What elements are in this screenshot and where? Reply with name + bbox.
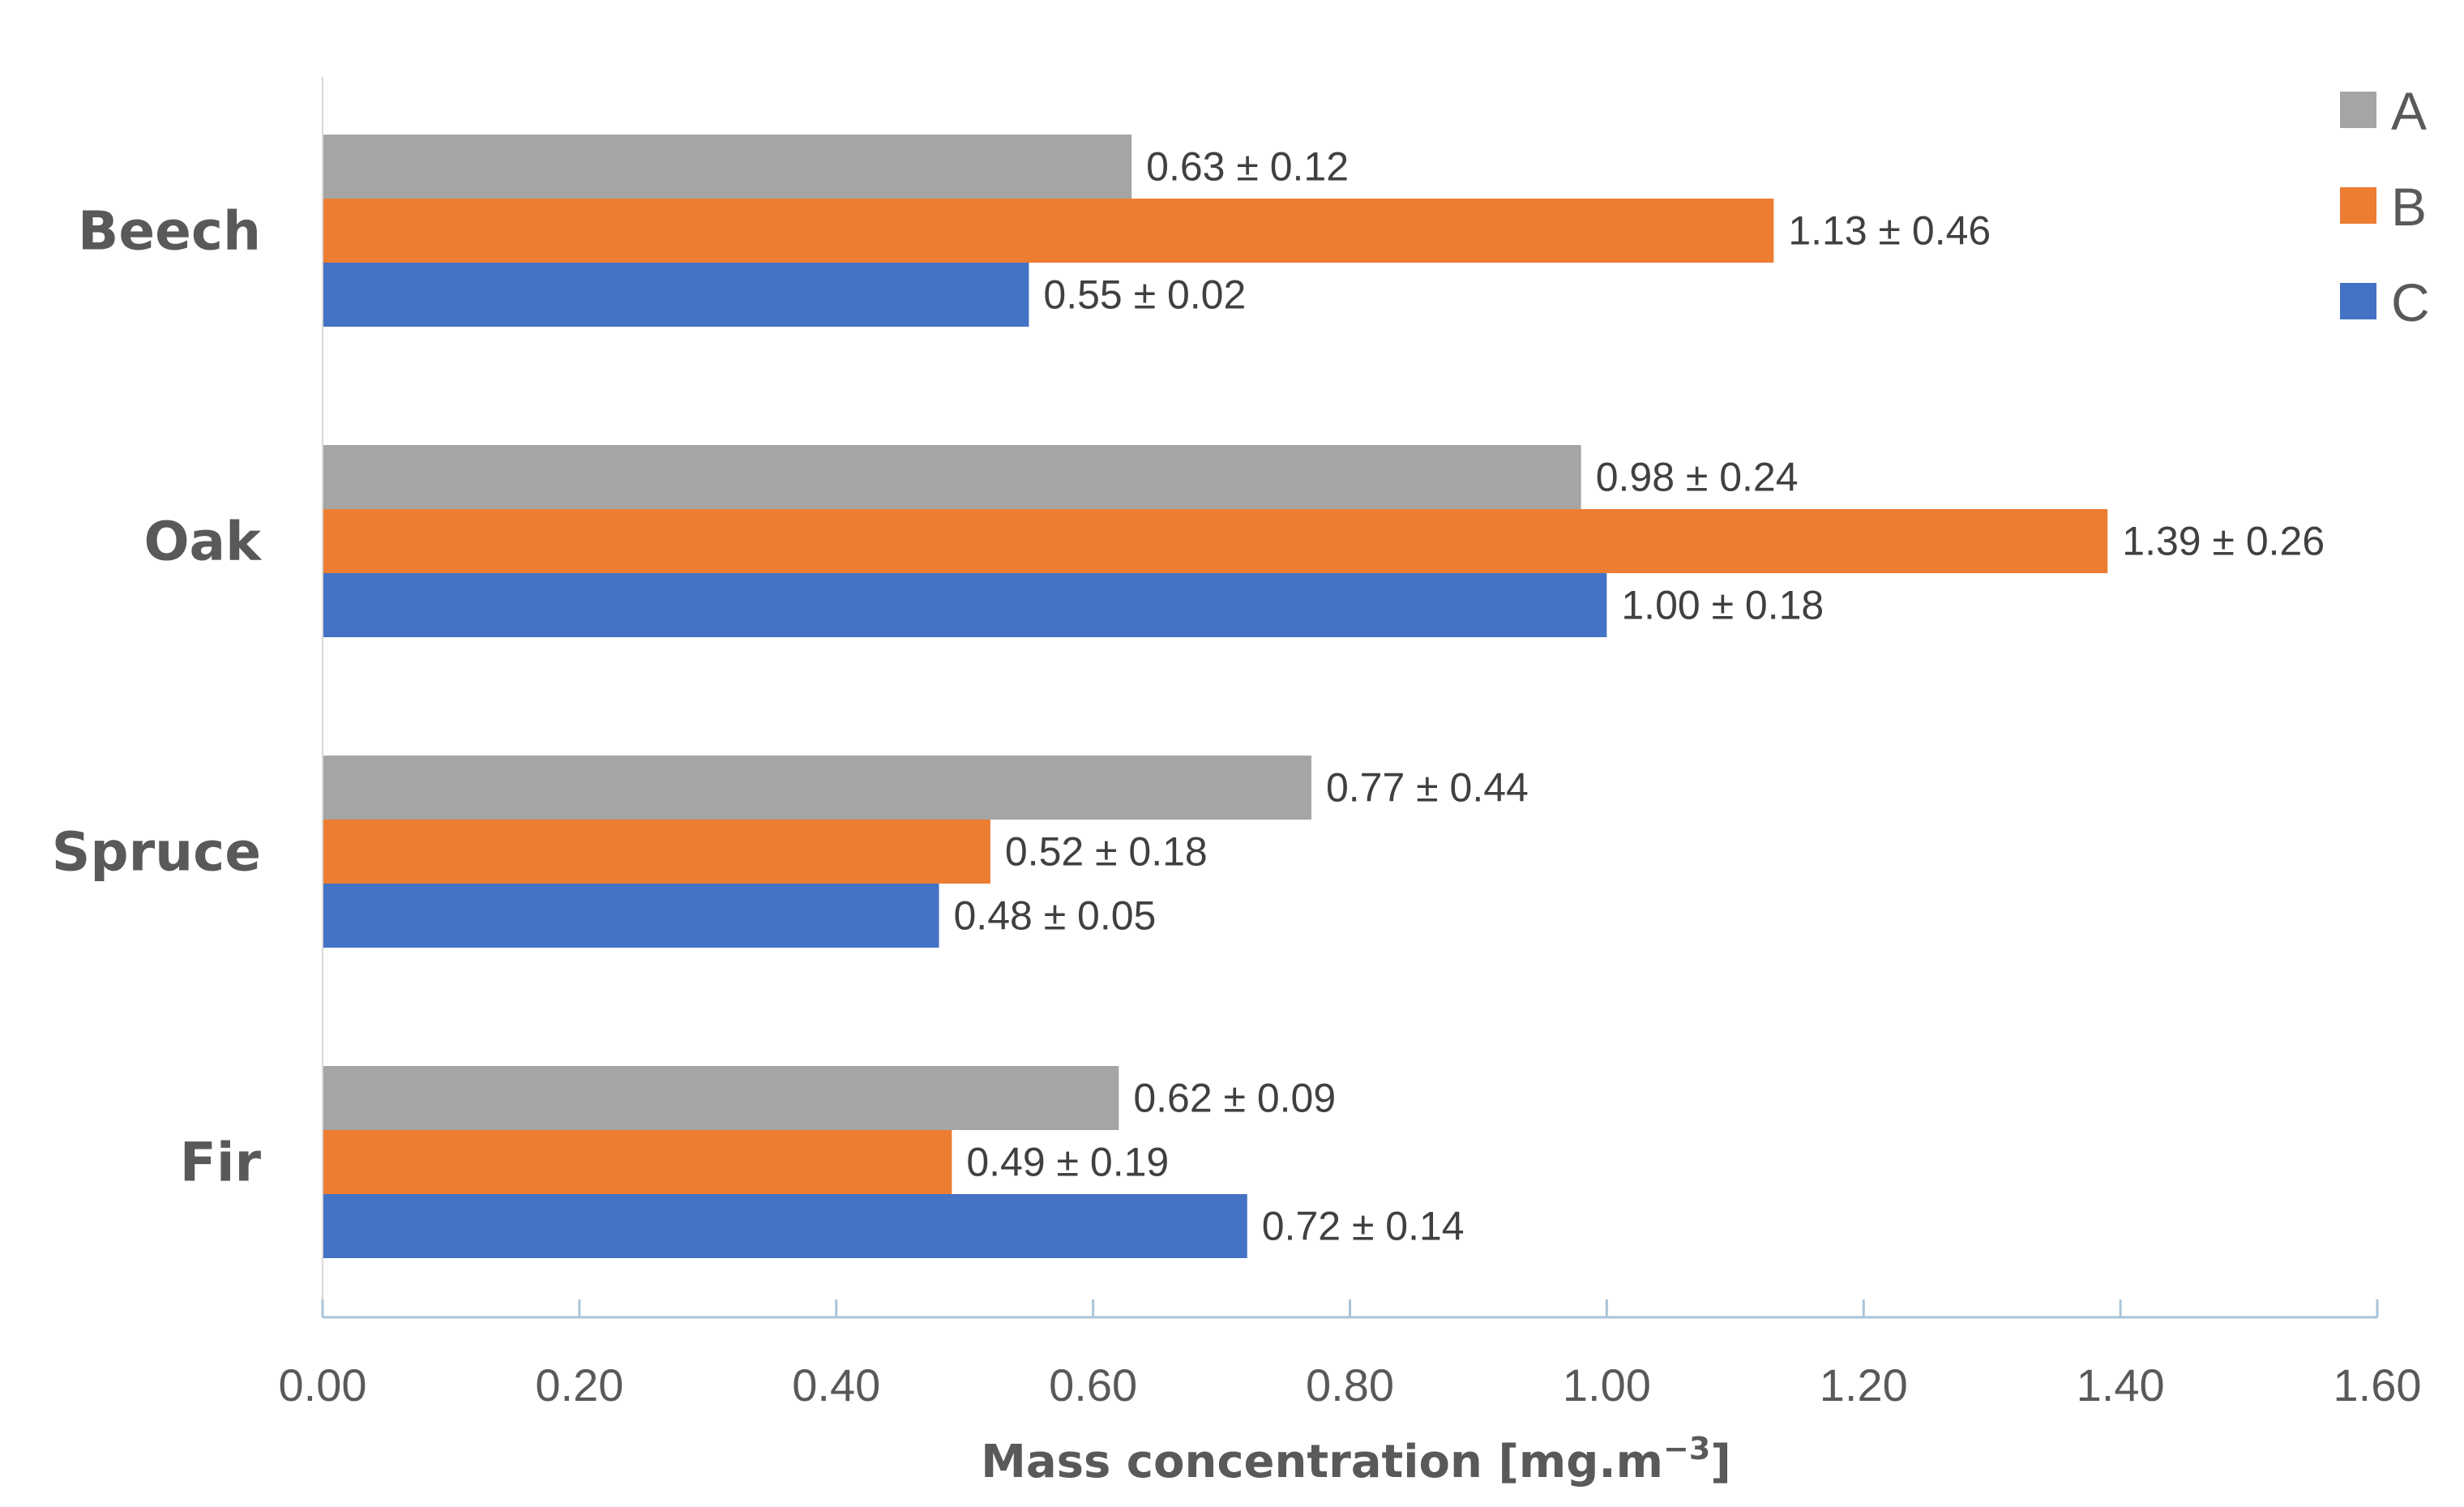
data-label-fir-b: 0.49 ± 0.19 bbox=[966, 1140, 1169, 1185]
bar-spruce-c bbox=[323, 884, 939, 948]
bar-beech-b bbox=[323, 199, 1774, 263]
x-tick-label: 0.00 bbox=[279, 1359, 367, 1411]
x-tick-label: 0.40 bbox=[792, 1359, 880, 1411]
data-label-oak-c: 1.00 ± 0.18 bbox=[1621, 583, 1824, 628]
data-label-beech-b: 1.13 ± 0.46 bbox=[1788, 208, 1991, 254]
legend: ABC bbox=[2340, 81, 2430, 332]
x-tick-label: 1.60 bbox=[2334, 1359, 2422, 1411]
category-label-spruce: Spruce bbox=[52, 821, 261, 884]
x-axis-title-suffix: ] bbox=[1710, 1436, 1731, 1488]
bar-beech-c bbox=[323, 263, 1029, 327]
bar-oak-a bbox=[323, 445, 1581, 509]
bar-spruce-a bbox=[323, 756, 1311, 820]
category-label-oak: Oak bbox=[143, 511, 263, 573]
legend-swatch-a bbox=[2340, 92, 2376, 128]
x-tick-label: 0.80 bbox=[1306, 1359, 1394, 1411]
data-label-oak-a: 0.98 ± 0.24 bbox=[1596, 455, 1799, 500]
legend-label-a: A bbox=[2391, 81, 2427, 141]
bar-spruce-b bbox=[323, 820, 990, 884]
bars-group bbox=[323, 135, 2108, 1258]
bar-fir-c bbox=[323, 1194, 1247, 1258]
category-labels-group: Beech Oak Spruce Fir bbox=[52, 200, 263, 1194]
data-labels-group: 0.63 ± 0.12 1.13 ± 0.46 0.55 ± 0.02 0.98 ± … bbox=[954, 144, 2325, 1249]
x-axis-title: Mass concentration [mg.m−3] bbox=[981, 1431, 1731, 1488]
x-axis: 0.00 0.20 0.40 0.60 0.80 1.00 1.20 1.40 1.60 bbox=[279, 77, 2422, 1411]
legend-swatch-c bbox=[2340, 283, 2376, 319]
legend-label-c: C bbox=[2391, 272, 2430, 332]
x-axis-title-superscript: −3 bbox=[1663, 1431, 1710, 1466]
data-label-fir-c: 0.72 ± 0.14 bbox=[1262, 1204, 1465, 1249]
data-label-spruce-a: 0.77 ± 0.44 bbox=[1326, 765, 1529, 811]
data-label-oak-b: 1.39 ± 0.26 bbox=[2122, 519, 2325, 564]
bar-fir-a bbox=[323, 1066, 1119, 1130]
x-tick-label: 0.20 bbox=[535, 1359, 623, 1411]
category-label-beech: Beech bbox=[78, 200, 261, 263]
data-label-spruce-c: 0.48 ± 0.05 bbox=[954, 893, 1157, 939]
data-label-fir-a: 0.62 ± 0.09 bbox=[1133, 1076, 1336, 1121]
data-label-beech-a: 0.63 ± 0.12 bbox=[1146, 144, 1349, 190]
x-tick-label: 1.00 bbox=[1563, 1359, 1651, 1411]
bar-oak-b bbox=[323, 509, 2108, 573]
x-tick-label: 1.20 bbox=[1820, 1359, 1908, 1411]
bar-fir-b bbox=[323, 1130, 952, 1194]
legend-label-b: B bbox=[2391, 177, 2427, 237]
data-label-beech-c: 0.55 ± 0.02 bbox=[1043, 272, 1246, 318]
data-label-spruce-b: 0.52 ± 0.18 bbox=[1005, 829, 1208, 875]
bar-beech-a bbox=[323, 135, 1132, 199]
x-tick-label: 0.60 bbox=[1049, 1359, 1137, 1411]
category-label-fir: Fir bbox=[180, 1132, 262, 1194]
x-tick-label: 1.40 bbox=[2077, 1359, 2165, 1411]
legend-swatch-b bbox=[2340, 187, 2376, 224]
bar-oak-c bbox=[323, 573, 1607, 637]
x-axis-title-text: Mass concentration [mg.m bbox=[981, 1436, 1663, 1488]
